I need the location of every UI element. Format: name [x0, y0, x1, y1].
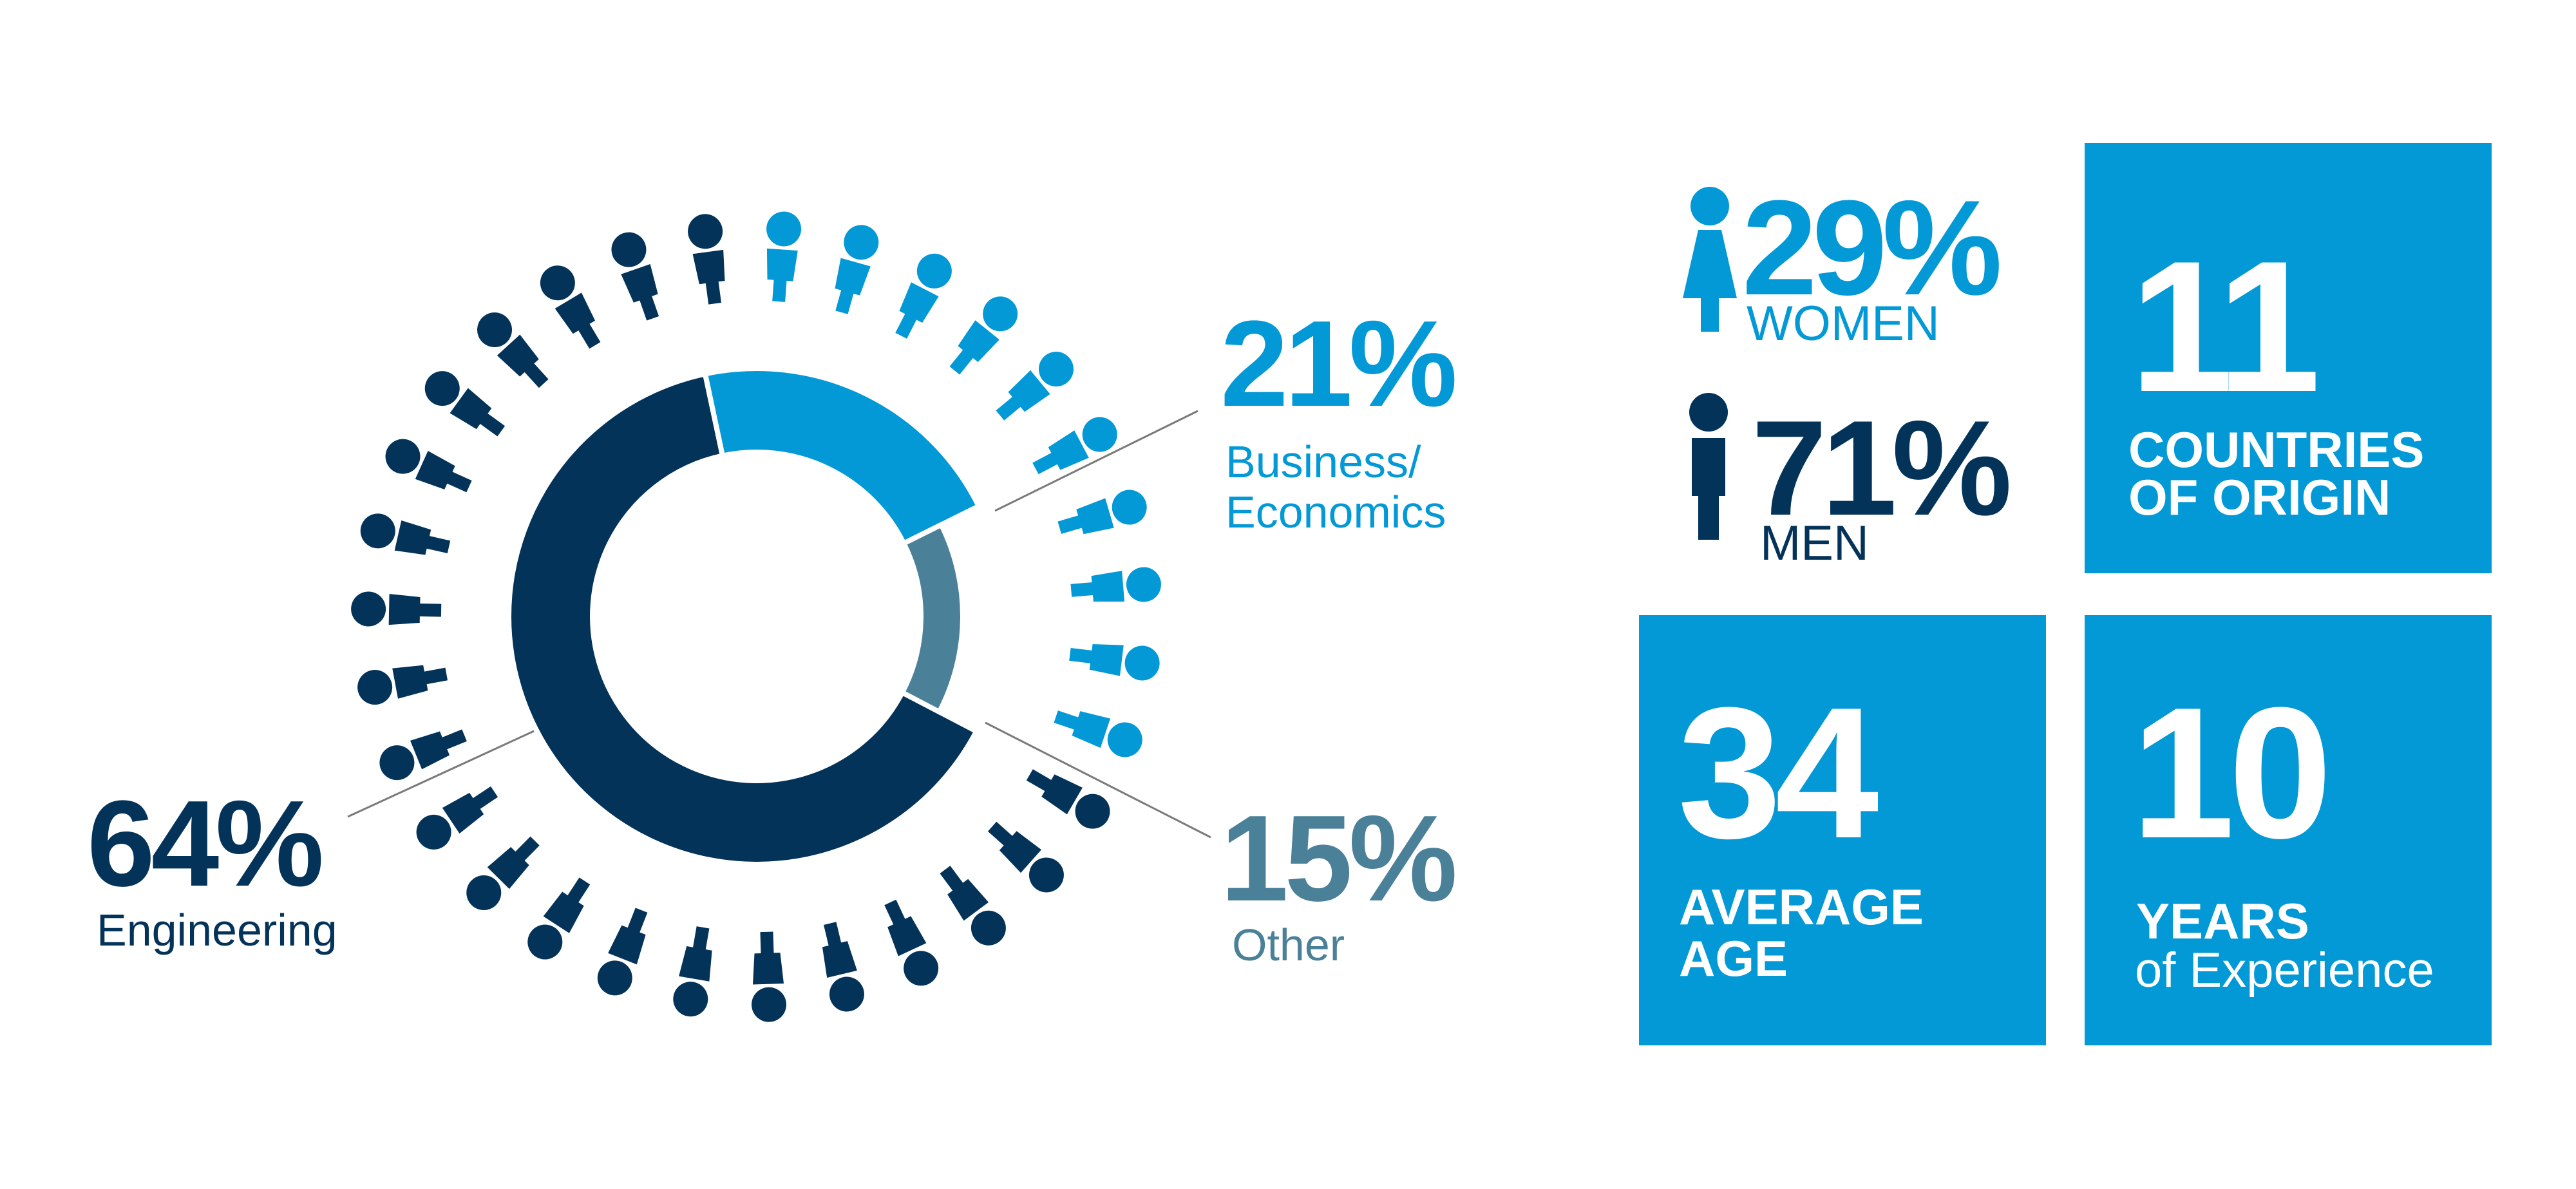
person-icon-business [1032, 417, 1117, 475]
label-business: 21% Business/ Economics [1220, 303, 1477, 538]
person-icon-engineering [477, 312, 549, 388]
men-label: MEN [1760, 516, 1869, 571]
person-icon-engineering [940, 866, 1006, 946]
men-percent: 71% [1752, 392, 2012, 544]
other-percent: 15% [1220, 790, 1457, 927]
countries-line2: OF ORIGIN [2128, 469, 2391, 526]
person-icon-engineering [379, 729, 467, 781]
person-icon-engineering [884, 899, 939, 986]
business-label: Business/ Economics [1226, 437, 1446, 538]
person-icon-engineering [357, 665, 448, 705]
label-engineering: 64% Engineering [87, 783, 337, 955]
age-box: 34 AVERAGE AGE [1639, 615, 2046, 1045]
label-other: 15% Other [1220, 790, 1457, 970]
age-line1: AVERAGE [1679, 879, 1924, 935]
experience-number: 10 [2131, 669, 2333, 877]
person-icon-business [1054, 710, 1142, 757]
slice-business [702, 366, 983, 547]
experience-line2: of Experience [2135, 943, 2434, 998]
person-icon-engineering [360, 513, 451, 555]
person-icon-business [1057, 490, 1147, 535]
person-icon-engineering [540, 265, 601, 349]
experience-box: 10 YEARS of Experience [2085, 615, 2492, 1045]
experience-line1: YEARS [2136, 893, 2309, 949]
engineering-percent: 64% [87, 775, 324, 912]
person-icon-engineering [385, 439, 472, 493]
leader-line-engineering [347, 727, 542, 818]
person-icon-engineering [597, 908, 648, 996]
person-icon-engineering [611, 232, 659, 321]
person-icon-business [766, 211, 802, 302]
people-ring [351, 211, 1161, 1022]
woman-icon [1683, 187, 1737, 332]
slice-other [898, 521, 965, 716]
person-icon-engineering [822, 922, 864, 1012]
gender-icons [1683, 187, 1737, 540]
person-icon-engineering [466, 836, 540, 911]
person-icon-engineering [987, 821, 1064, 893]
leader-lines [347, 410, 1211, 839]
person-icon-business [996, 352, 1074, 421]
countries-box: 11 COUNTRIES OF ORIGIN [2085, 143, 2492, 573]
man-icon [1689, 393, 1728, 540]
person-icon-business [1069, 644, 1160, 681]
person-icon-business [1070, 567, 1161, 602]
slice-engineering [506, 370, 980, 867]
person-icon-engineering [752, 931, 787, 1022]
donut-slices [506, 366, 983, 867]
person-icon-engineering [688, 214, 725, 305]
countries-number: 11 [2130, 222, 2321, 431]
countries-line1: COUNTRIES [2128, 421, 2425, 478]
age-line2: AGE [1679, 930, 1788, 987]
person-icon-engineering [1026, 769, 1110, 829]
person-icon-engineering [527, 877, 591, 960]
other-label: Other [1232, 920, 1345, 970]
age-number: 34 [1678, 669, 1879, 877]
person-icon-engineering [351, 591, 442, 627]
person-icon-business [895, 253, 952, 339]
engineering-label: Engineering [97, 905, 337, 955]
women-label: WOMEN [1747, 296, 1940, 351]
person-icon-business [949, 296, 1018, 375]
business-percent: 21% [1220, 296, 1457, 432]
person-icon-engineering [673, 926, 712, 1017]
person-icon-engineering [424, 371, 506, 437]
leader-line-other [985, 721, 1211, 839]
person-icon-business [835, 225, 879, 314]
women-percent: 29% [1742, 172, 2002, 323]
leader-line-business [994, 410, 1198, 512]
person-icon-engineering [416, 786, 498, 850]
